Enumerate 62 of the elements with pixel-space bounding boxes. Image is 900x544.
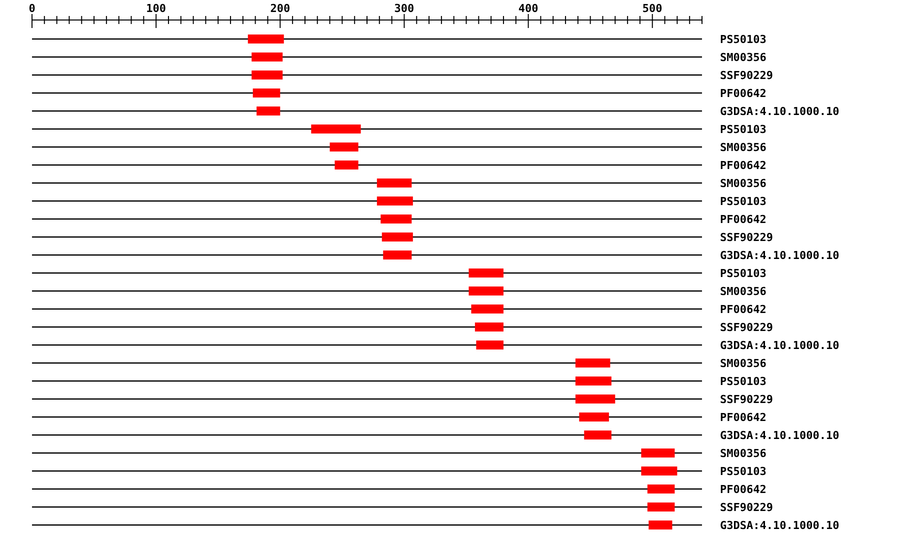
bar <box>468 268 504 278</box>
y-tick-label: PF00642 <box>720 483 766 496</box>
x-tick-label: 500 <box>642 2 662 15</box>
bar <box>311 124 361 134</box>
bar <box>579 412 609 422</box>
x-tick-label: 0 <box>28 2 36 15</box>
bar <box>641 466 678 476</box>
bar <box>382 232 413 242</box>
y-tick-label: SM00356 <box>720 357 767 370</box>
y-tick-label: PS50103 <box>720 267 766 280</box>
y-tick-label: SSF90229 <box>720 321 773 334</box>
x-tick-label: 300 <box>394 2 414 15</box>
y-tick-label: PF00642 <box>720 159 766 172</box>
x-tick-label: 200 <box>270 2 290 15</box>
bar <box>376 196 413 206</box>
bar <box>575 358 610 368</box>
y-tick-label: PF00642 <box>720 213 766 226</box>
y-tick-label: PF00642 <box>720 87 766 100</box>
bar <box>468 286 504 296</box>
bar <box>471 304 504 314</box>
x-tick-label: 100 <box>146 2 166 15</box>
y-tick-label: PS50103 <box>720 195 766 208</box>
bar <box>641 448 675 458</box>
y-tick-label: G3DSA:4.10.1000.10 <box>720 105 840 118</box>
y-tick-label: PF00642 <box>720 303 766 316</box>
bar <box>252 88 280 98</box>
bar <box>376 178 412 188</box>
y-tick-label: PS50103 <box>720 465 766 478</box>
y-tick-label: G3DSA:4.10.1000.10 <box>720 429 840 442</box>
y-tick-label: PF00642 <box>720 411 766 424</box>
y-tick-label: SSF90229 <box>720 231 773 244</box>
y-tick-label: SSF90229 <box>720 69 773 82</box>
y-tick-label: G3DSA:4.10.1000.10 <box>720 339 840 352</box>
bar <box>256 106 280 116</box>
x-tick-label: 400 <box>518 2 538 15</box>
bar <box>647 484 675 494</box>
y-tick-label: PS50103 <box>720 123 766 136</box>
bar <box>575 394 616 404</box>
y-tick-label: SSF90229 <box>720 501 773 514</box>
bar <box>648 520 672 530</box>
y-tick-label: PS50103 <box>720 375 766 388</box>
y-tick-label: PS50103 <box>720 33 766 46</box>
bar <box>575 376 612 386</box>
y-tick-label: G3DSA:4.10.1000.10 <box>720 249 840 262</box>
y-tick-label: SM00356 <box>720 285 767 298</box>
bar <box>383 250 412 260</box>
y-tick-label: SM00356 <box>720 177 767 190</box>
y-tick-label: SSF90229 <box>720 393 773 406</box>
y-tick-label: SM00356 <box>720 447 767 460</box>
y-tick-label: SM00356 <box>720 51 767 64</box>
bar <box>334 160 358 170</box>
bar <box>252 70 283 80</box>
y-tick-label: SM00356 <box>720 141 767 154</box>
bar <box>647 502 675 512</box>
y-tick-label: G3DSA:4.10.1000.10 <box>720 519 840 532</box>
bar <box>476 340 504 350</box>
bar <box>330 142 358 152</box>
bar <box>252 52 283 62</box>
bar <box>584 430 612 440</box>
bar <box>380 214 412 224</box>
bar <box>248 34 284 44</box>
bar <box>474 322 504 332</box>
